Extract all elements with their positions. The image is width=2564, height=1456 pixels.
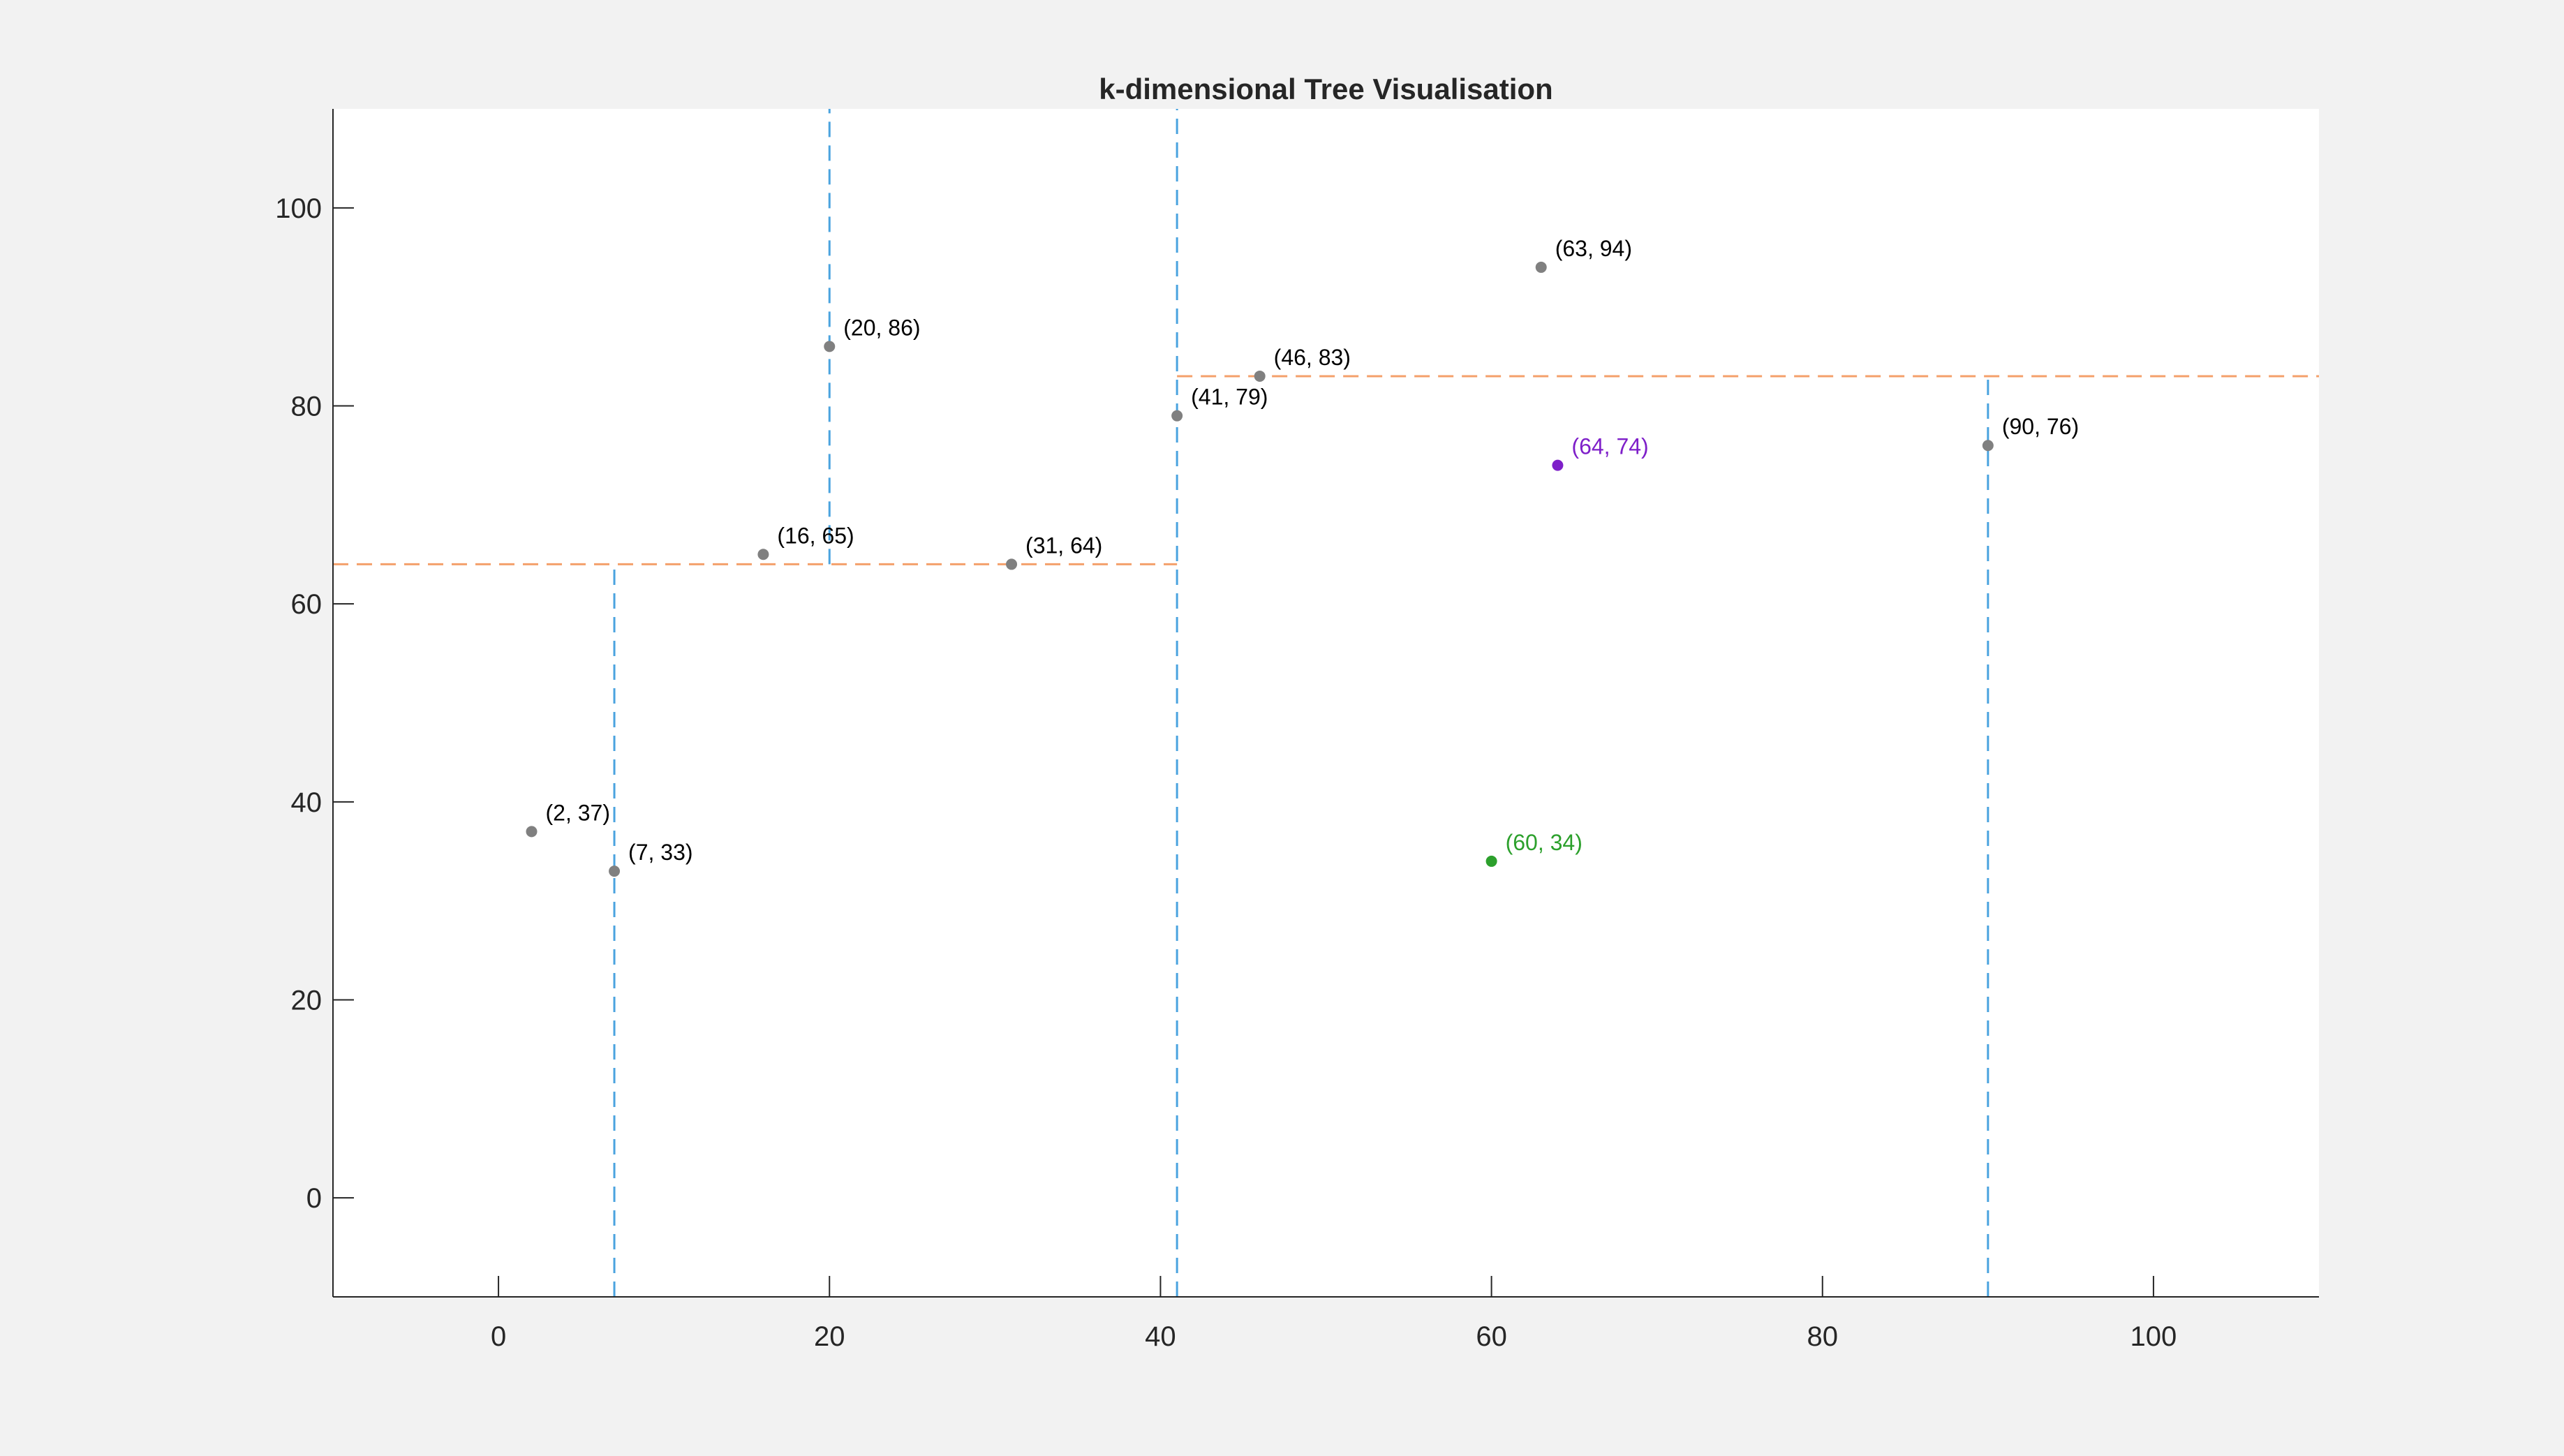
data-point bbox=[1254, 370, 1266, 382]
x-tick-label: 80 bbox=[1807, 1321, 1839, 1352]
y-tick-label: 0 bbox=[306, 1183, 322, 1214]
point-label: (41, 79) bbox=[1191, 385, 1268, 410]
data-point bbox=[1982, 440, 1994, 452]
data-point bbox=[526, 826, 538, 838]
point-label: (60, 34) bbox=[1506, 830, 1583, 855]
data-point bbox=[757, 549, 769, 560]
point-label: (90, 76) bbox=[2002, 414, 2079, 439]
data-points: (2, 37) (7, 33) (16, 65) (20, 86) (31, 64) (4… bbox=[526, 236, 2079, 877]
data-point bbox=[824, 341, 836, 352]
x-tick-label: 100 bbox=[2131, 1321, 2177, 1352]
data-point bbox=[1535, 261, 1547, 273]
plot-area bbox=[333, 109, 2319, 1297]
data-point bbox=[609, 866, 621, 877]
x-tick-label: 0 bbox=[491, 1321, 506, 1352]
x-tick-label: 60 bbox=[1476, 1321, 1507, 1352]
point-label: (63, 94) bbox=[1555, 236, 1632, 261]
y-tick-label: 60 bbox=[291, 589, 323, 620]
y-tick-label: 100 bbox=[275, 193, 322, 224]
data-point bbox=[1552, 459, 1564, 471]
y-tick-label: 80 bbox=[291, 392, 323, 422]
point-label: (64, 74) bbox=[1571, 434, 1648, 459]
y-tick-label: 40 bbox=[291, 787, 323, 818]
axes: 0 20 40 60 80 100 0 20 40 60 80 100 bbox=[275, 109, 2319, 1352]
x-tick-label: 40 bbox=[1145, 1321, 1176, 1352]
x-tick-label: 20 bbox=[814, 1321, 845, 1352]
point-label: (16, 65) bbox=[777, 523, 854, 548]
chart-title: k-dimensional Tree Visualisation bbox=[1099, 73, 1553, 105]
point-label: (46, 83) bbox=[1274, 345, 1351, 370]
data-point bbox=[1171, 410, 1183, 422]
split-lines bbox=[333, 109, 2319, 1297]
point-label: (31, 64) bbox=[1025, 533, 1102, 558]
point-label: (7, 33) bbox=[628, 840, 692, 865]
data-point bbox=[1485, 855, 1497, 867]
point-label: (20, 86) bbox=[843, 315, 920, 340]
y-tick-label: 20 bbox=[291, 986, 323, 1016]
point-label: (2, 37) bbox=[546, 800, 610, 825]
data-point bbox=[1006, 558, 1018, 570]
